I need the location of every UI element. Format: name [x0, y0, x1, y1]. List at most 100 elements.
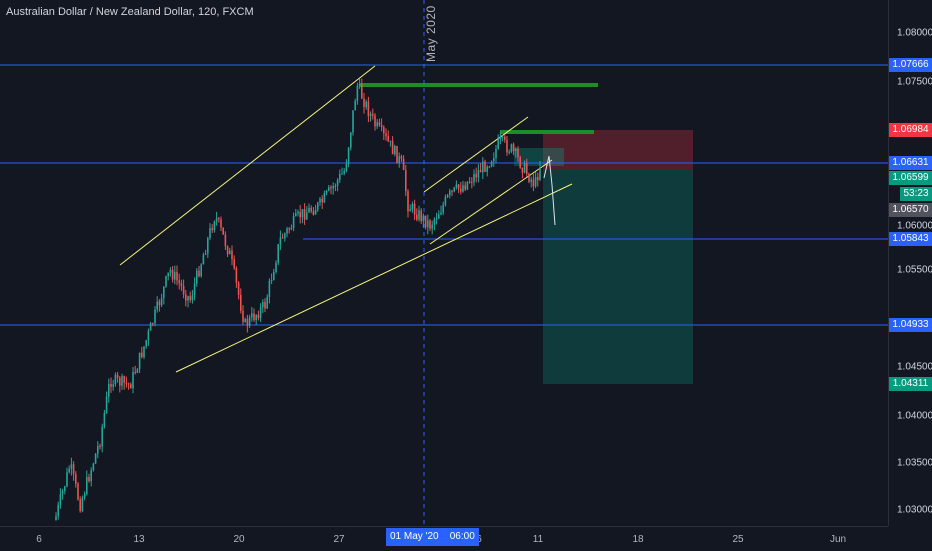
- price-tag-resistance: 1.07666: [889, 58, 932, 72]
- candle-body: [86, 477, 88, 494]
- candle-body: [66, 472, 68, 487]
- candle-body: [358, 84, 361, 86]
- candle-body: [79, 499, 81, 512]
- candle-body: [246, 319, 249, 326]
- candle-body: [281, 237, 284, 239]
- candle-body: [68, 468, 70, 473]
- candle-body: [424, 215, 427, 228]
- candle-body: [504, 136, 506, 140]
- candle-body: [361, 84, 363, 99]
- price-axis[interactable]: [888, 0, 932, 526]
- candle-body: [77, 483, 79, 500]
- candle-body: [292, 216, 295, 229]
- price-tick: 1.03500: [897, 457, 932, 469]
- candle-body: [134, 371, 136, 373]
- candle-body: [70, 464, 73, 469]
- candle-body: [266, 297, 268, 309]
- candle-body: [97, 445, 99, 454]
- candle-body: [101, 426, 103, 447]
- candle-body: [248, 317, 251, 326]
- candle-body: [301, 209, 304, 218]
- price-tag-take-profit: 1.04311: [889, 377, 932, 391]
- candle-body: [521, 167, 524, 173]
- candle-body: [416, 214, 418, 220]
- candle-body: [367, 101, 370, 117]
- candle-body: [209, 228, 211, 238]
- candle-body: [365, 101, 367, 108]
- candle-body: [347, 147, 350, 165]
- candle-body: [108, 383, 110, 397]
- candle-body: [127, 383, 130, 385]
- candle-body: [88, 477, 90, 482]
- trend-line: [429, 159, 553, 245]
- candle-body: [508, 151, 510, 153]
- candle-body: [233, 259, 235, 269]
- candle-body: [330, 187, 332, 189]
- candle-body: [479, 170, 482, 173]
- candle-body: [380, 125, 383, 127]
- candle-body: [387, 136, 389, 142]
- price-tag-support-low: 1.04933: [889, 318, 932, 332]
- candle-body: [385, 133, 387, 137]
- candle-body: [180, 283, 183, 286]
- candle-body: [231, 250, 233, 260]
- candle-body: [466, 181, 469, 190]
- candle-body: [336, 179, 339, 186]
- target-bar-small: [500, 130, 594, 134]
- candle-body: [422, 215, 425, 222]
- candle-body: [284, 233, 286, 239]
- candle-body: [402, 158, 405, 170]
- candle-body: [396, 146, 398, 164]
- candle-body: [400, 156, 403, 159]
- price-tick: 1.03000: [897, 504, 932, 516]
- candle-body: [163, 286, 165, 299]
- candle-body: [499, 137, 502, 140]
- candle-body: [182, 285, 185, 295]
- candle-body: [512, 144, 515, 152]
- candle-body: [352, 110, 354, 133]
- candle-body: [200, 264, 202, 277]
- candle-body: [116, 374, 119, 378]
- candle-body: [475, 173, 477, 178]
- candle-body: [174, 271, 176, 280]
- candle-body: [288, 228, 290, 230]
- candle-body: [125, 382, 128, 384]
- candle-body: [405, 169, 407, 192]
- candle-body: [207, 237, 209, 254]
- candle-body: [534, 176, 537, 187]
- candle-body: [312, 211, 315, 215]
- candle-body: [204, 253, 207, 255]
- candle-body: [477, 170, 480, 178]
- candle-body: [413, 203, 416, 215]
- candle-body: [339, 173, 341, 180]
- candle-body: [165, 276, 167, 287]
- time-label: 11: [532, 534, 544, 545]
- candle-body: [431, 224, 433, 229]
- candle-body: [83, 493, 86, 498]
- candle-body: [515, 148, 517, 152]
- candle-body: [409, 209, 411, 212]
- candle-body: [460, 188, 462, 192]
- trend-line: [423, 116, 529, 193]
- candle-body: [273, 271, 275, 280]
- candle-body: [147, 330, 150, 341]
- candle-body: [306, 212, 308, 220]
- candle-body: [61, 490, 64, 495]
- candle-body: [240, 295, 242, 311]
- candle-body: [321, 198, 323, 203]
- candle-body: [484, 161, 486, 172]
- crosshair-date: 01 May '20: [390, 531, 439, 542]
- candle-body: [374, 115, 376, 127]
- candle-body: [191, 295, 194, 301]
- price-tick: 1.04000: [897, 410, 932, 422]
- candle-body: [156, 301, 158, 310]
- candle-body: [482, 161, 484, 173]
- candle-body: [92, 463, 95, 471]
- candle-body: [277, 244, 279, 263]
- candle-body: [497, 139, 499, 149]
- candle-body: [222, 227, 224, 235]
- candle-body: [517, 148, 519, 158]
- candle-body: [418, 210, 420, 220]
